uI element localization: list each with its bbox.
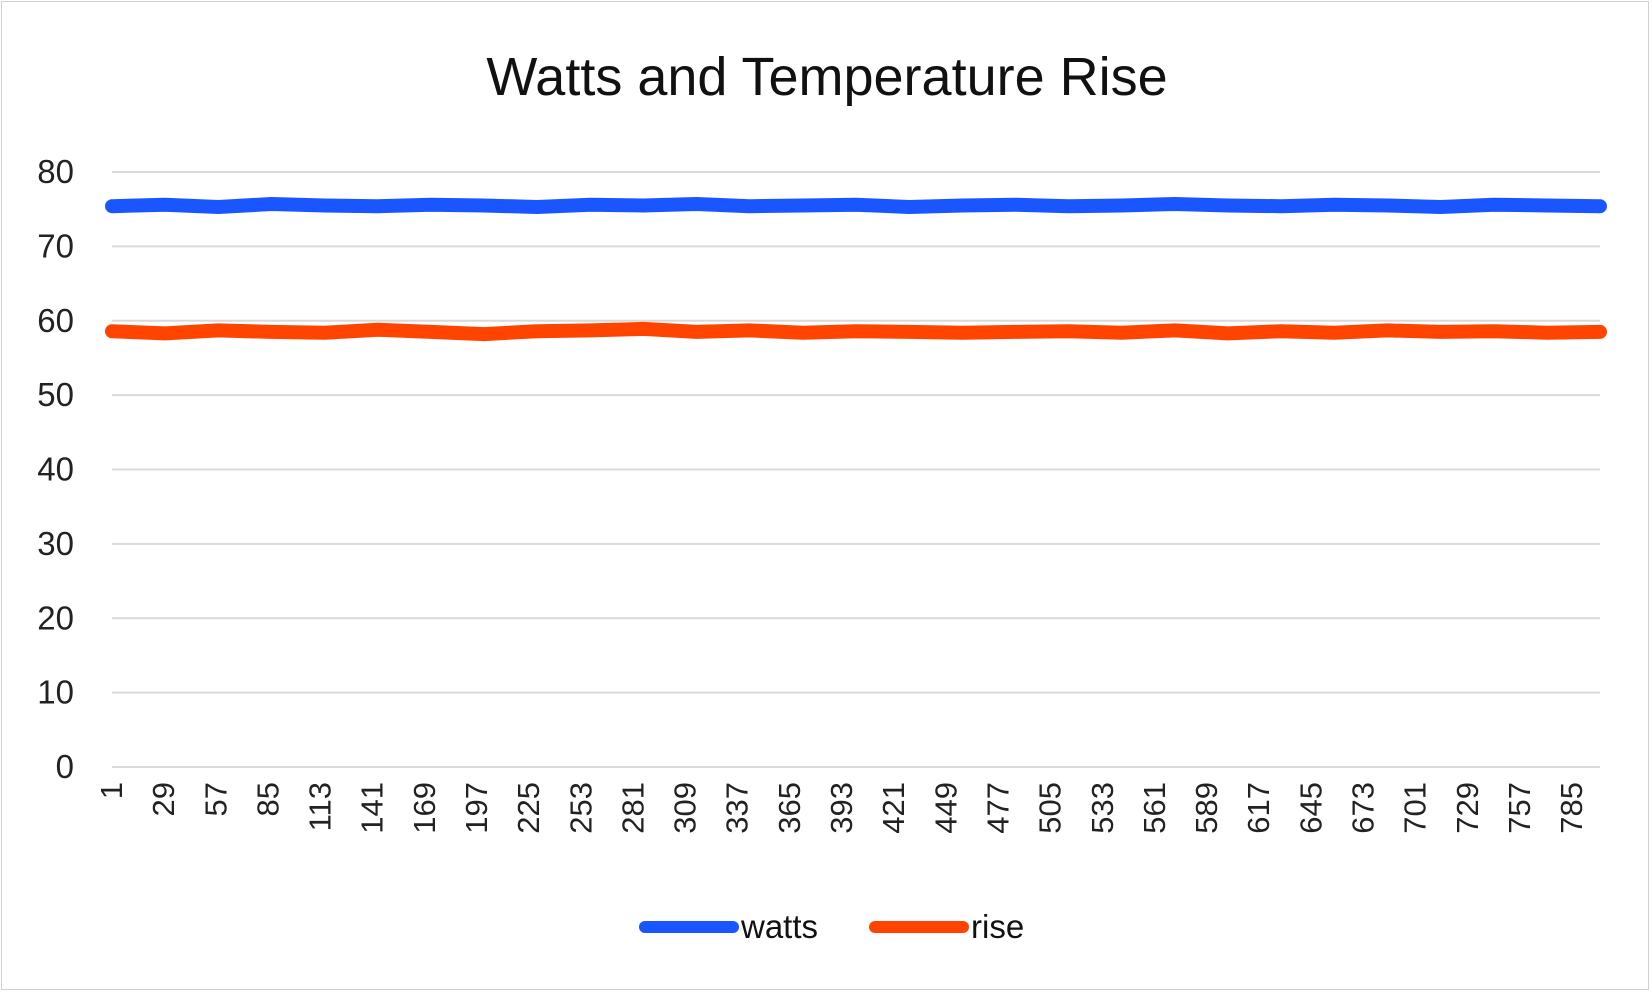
y-tick-label: 20 — [37, 599, 74, 636]
x-tick-label: 197 — [459, 782, 494, 834]
x-tick-label: 309 — [668, 782, 703, 834]
y-tick-label: 50 — [37, 376, 74, 413]
series-line-watts — [105, 197, 1607, 214]
x-tick-label: 421 — [876, 782, 911, 834]
x-tick-label: 673 — [1345, 782, 1380, 834]
legend-label-watts: watts — [740, 908, 818, 945]
gridlines — [112, 171, 1600, 768]
x-tick-label: 617 — [1241, 782, 1276, 834]
x-tick-label: 225 — [511, 782, 546, 834]
y-axis-ticks: 0 10 20 30 40 50 60 70 80 — [37, 153, 74, 785]
y-tick-label: 10 — [37, 674, 74, 711]
x-tick-label: 561 — [1137, 782, 1172, 834]
legend: watts rise — [639, 908, 1024, 945]
legend-label-rise: rise — [971, 908, 1024, 945]
x-tick-label: 85 — [250, 782, 285, 816]
x-tick-label: 253 — [563, 782, 598, 834]
x-tick-label: 337 — [720, 782, 755, 834]
x-tick-label: 113 — [303, 782, 338, 831]
y-tick-label: 40 — [37, 451, 74, 488]
x-tick-label: 449 — [928, 782, 963, 834]
x-tick-label: 365 — [772, 782, 807, 834]
x-tick-label: 645 — [1293, 782, 1328, 834]
x-tick-label: 533 — [1085, 782, 1120, 834]
y-tick-label: 0 — [56, 748, 74, 785]
x-tick-label: 477 — [980, 782, 1015, 834]
x-tick-label: 757 — [1502, 782, 1537, 834]
series-line-rise — [105, 321, 1607, 342]
x-tick-label: 57 — [198, 782, 233, 816]
x-tick-label: 141 — [355, 782, 390, 834]
x-tick-label: 393 — [824, 782, 859, 834]
y-tick-label: 70 — [37, 227, 74, 264]
x-tick-label: 785 — [1554, 782, 1589, 834]
x-tick-label: 29 — [146, 782, 181, 816]
y-tick-label: 30 — [37, 525, 74, 562]
y-tick-label: 80 — [37, 153, 74, 190]
x-tick-label: 281 — [615, 782, 650, 834]
x-tick-label: 729 — [1450, 782, 1485, 834]
x-axis-ticks: 1 29 57 85 113 141 169 197 225 253 281 309 337 365 393… — [94, 782, 1589, 834]
chart-title: Watts and Temperature Rise — [486, 47, 1167, 107]
x-tick-label: 701 — [1398, 782, 1433, 834]
x-tick-label: 169 — [407, 782, 442, 834]
x-tick-label: 505 — [1033, 782, 1068, 834]
x-tick-label: 589 — [1189, 782, 1224, 834]
series-lines — [105, 197, 1607, 342]
y-tick-label: 60 — [37, 302, 74, 339]
x-tick-label: 1 — [94, 782, 129, 799]
